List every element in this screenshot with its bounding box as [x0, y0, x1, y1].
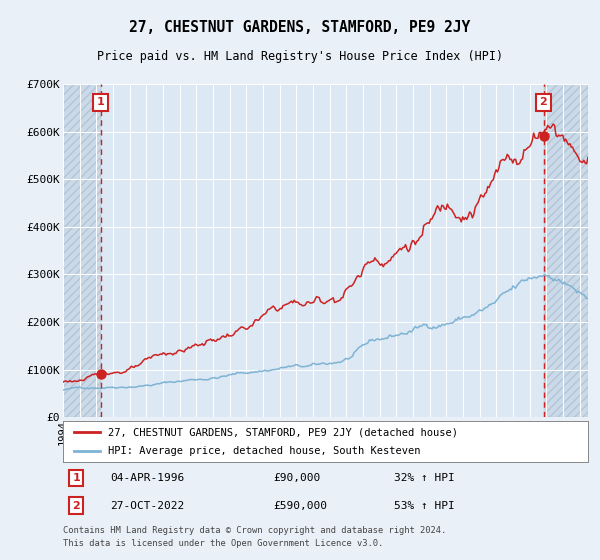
Text: 1: 1	[97, 97, 104, 108]
Text: This data is licensed under the Open Government Licence v3.0.: This data is licensed under the Open Gov…	[63, 539, 383, 548]
Text: £90,000: £90,000	[273, 473, 320, 483]
Bar	[544, 84, 588, 417]
Text: HPI: Average price, detached house, South Kesteven: HPI: Average price, detached house, Sout…	[107, 446, 420, 456]
Text: Price paid vs. HM Land Registry's House Price Index (HPI): Price paid vs. HM Land Registry's House …	[97, 50, 503, 63]
Text: 1: 1	[72, 473, 80, 483]
Text: 27-OCT-2022: 27-OCT-2022	[110, 501, 185, 511]
Text: 27, CHESTNUT GARDENS, STAMFORD, PE9 2JY (detached house): 27, CHESTNUT GARDENS, STAMFORD, PE9 2JY …	[107, 427, 458, 437]
Text: Contains HM Land Registry data © Crown copyright and database right 2024.: Contains HM Land Registry data © Crown c…	[63, 526, 446, 535]
Text: 2: 2	[72, 501, 80, 511]
Text: 2: 2	[539, 97, 547, 108]
Text: 27, CHESTNUT GARDENS, STAMFORD, PE9 2JY: 27, CHESTNUT GARDENS, STAMFORD, PE9 2JY	[130, 20, 470, 35]
Bar	[63, 84, 101, 417]
Text: £590,000: £590,000	[273, 501, 327, 511]
Text: 04-APR-1996: 04-APR-1996	[110, 473, 185, 483]
Text: 32% ↑ HPI: 32% ↑ HPI	[394, 473, 455, 483]
Text: 53% ↑ HPI: 53% ↑ HPI	[394, 501, 455, 511]
